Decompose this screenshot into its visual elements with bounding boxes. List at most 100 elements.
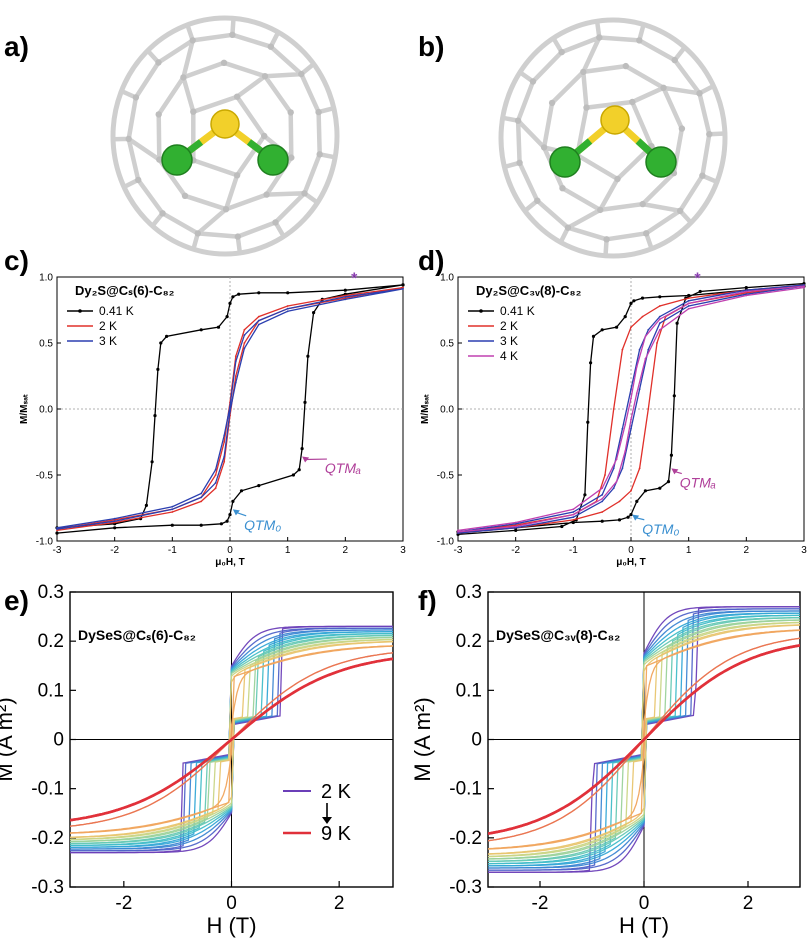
data-point xyxy=(572,519,575,521)
data-point xyxy=(612,467,615,470)
cage-atom xyxy=(699,172,706,179)
cage-atom xyxy=(220,59,228,66)
data-point xyxy=(647,328,650,331)
cage-atom xyxy=(181,192,189,199)
data-point xyxy=(647,408,650,410)
data-point xyxy=(344,294,347,297)
cage-atom xyxy=(580,68,587,76)
data-point xyxy=(170,523,174,527)
y-tick-label: 0 xyxy=(53,730,64,751)
cage-atom xyxy=(564,224,572,231)
y-tick-label: -0.2 xyxy=(31,828,64,849)
data-point xyxy=(199,328,203,332)
cage-atom xyxy=(639,200,646,208)
data-point xyxy=(744,286,748,290)
x-tick-label: 0 xyxy=(628,545,634,556)
legend-arrowhead xyxy=(322,817,332,824)
temperature-curve-7K xyxy=(70,645,393,834)
x-axis-label: μ₀H, T xyxy=(215,557,245,568)
data-point xyxy=(803,285,805,288)
data-point xyxy=(615,480,618,483)
data-point xyxy=(214,487,217,490)
y-tick-label: 0.5 xyxy=(39,339,53,350)
annotation-label: QTMₐ xyxy=(680,475,716,491)
data-point xyxy=(229,405,231,408)
curve-group xyxy=(488,606,800,873)
chart-panel-e: -2 0 2 -0.3 -0.2 -0.1 0 0.1 0.2 0.3 H (T) M (A m²) D… xyxy=(0,582,394,938)
data-point xyxy=(291,473,295,477)
cage-atom xyxy=(583,104,590,111)
cage-atom xyxy=(261,132,268,140)
annotation-arrowhead xyxy=(671,468,679,475)
chart-title: Dy₂S@Cₛ(6)-C₈₂ xyxy=(75,283,175,298)
dysprosium-atom xyxy=(549,146,581,178)
data-point xyxy=(257,291,261,295)
cage-atom xyxy=(622,62,629,70)
data-point xyxy=(171,511,174,513)
x-tick-label: 3 xyxy=(400,545,406,556)
annotation-star: * xyxy=(351,271,358,288)
data-point xyxy=(56,529,58,532)
data-point xyxy=(300,447,304,451)
chart-panel-d: -3 -2 -1 0 1 2 3 -1.0 -0.5 0.0 0.5 1.0 μ₀H, T M/Mₛₐₜ D… xyxy=(420,271,807,568)
temperature-curve-9K xyxy=(70,657,393,822)
temperature-curve-6K xyxy=(70,640,393,838)
curve-group xyxy=(70,625,393,854)
cage-atom xyxy=(671,56,678,64)
x-tick-label: 2 xyxy=(334,893,345,914)
cage-atom xyxy=(234,233,241,240)
cage-atom xyxy=(706,131,713,138)
data-point xyxy=(647,348,650,351)
cage-atom xyxy=(180,74,187,81)
data-point xyxy=(745,289,748,292)
data-point xyxy=(401,283,405,287)
cage-atom xyxy=(189,37,196,44)
legend-label: 3 K xyxy=(99,334,117,348)
data-point xyxy=(583,493,587,497)
temperature-curve-3.5K xyxy=(70,631,393,848)
data-point xyxy=(286,307,289,310)
data-point xyxy=(237,292,241,296)
cage-atom xyxy=(233,172,241,179)
data-point xyxy=(629,513,633,517)
temperature-curve-2.5K xyxy=(70,627,393,852)
cage-atom xyxy=(287,109,294,116)
data-point xyxy=(514,528,518,533)
data-point xyxy=(225,315,229,319)
data-point xyxy=(745,290,748,293)
temperature-curve-3.5K xyxy=(488,612,800,867)
data-point xyxy=(621,348,624,351)
data-point xyxy=(687,305,690,307)
data-point xyxy=(601,511,604,513)
data-point xyxy=(165,334,169,338)
cage-atom xyxy=(696,90,703,97)
data-point xyxy=(234,355,237,358)
data-point xyxy=(223,455,226,458)
data-point xyxy=(658,328,661,331)
y-tick-label: -0.5 xyxy=(36,471,54,482)
data-point xyxy=(231,295,235,299)
panel-label-d: d) xyxy=(418,245,444,276)
legend-label: 2 K xyxy=(99,319,117,333)
data-point xyxy=(200,496,203,499)
temperature-curve-2K xyxy=(70,625,393,854)
data-point xyxy=(600,328,604,332)
legend-label: 3 K xyxy=(500,334,518,348)
data-point xyxy=(243,347,246,350)
data-point xyxy=(153,414,157,418)
data-point xyxy=(214,468,217,471)
cage-atom xyxy=(548,99,556,107)
y-tick-label: 1.0 xyxy=(39,273,53,284)
data-point xyxy=(234,360,237,363)
cage-atom xyxy=(534,197,541,204)
data-point xyxy=(572,508,575,511)
fullerene-molecule-b xyxy=(498,17,728,259)
cage-atom xyxy=(660,84,667,92)
y-axis-label: M (A m²) xyxy=(0,697,17,781)
cage-atom xyxy=(529,78,537,85)
cage-atom xyxy=(267,43,274,50)
chart-panel-c: -3 -2 -1 0 1 2 3 -1.0 -0.5 0.0 0.5 1.0 μ₀H, T M/Mₛₐₜ D… xyxy=(19,271,406,568)
data-point xyxy=(200,500,203,503)
data-point xyxy=(56,526,58,529)
data-point xyxy=(624,423,627,426)
